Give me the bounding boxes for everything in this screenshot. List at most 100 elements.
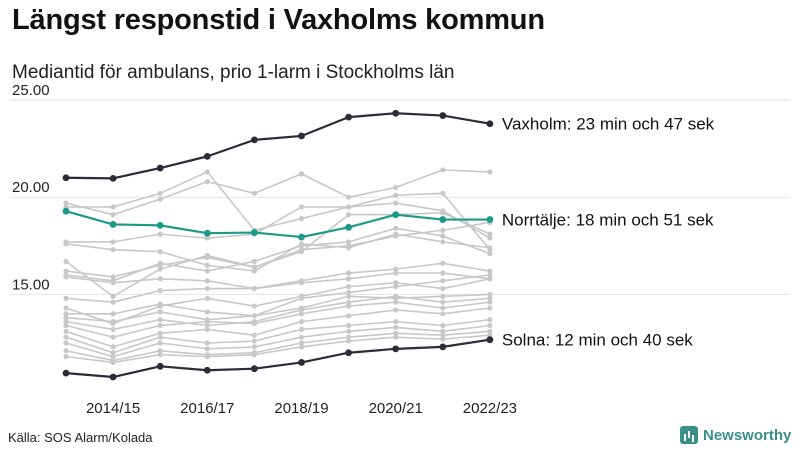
norrtalje-series-point [298,233,305,241]
solna-label: Solna: 12 min och 40 sek [502,331,693,350]
background-series [63,270,493,305]
background-series-point [204,285,210,292]
background-series-point [110,354,116,360]
background-series-point [204,169,210,175]
background-series-point [204,254,210,261]
background-series-point [393,299,399,305]
norrtalje-series-point [345,223,352,231]
background-series-point [110,239,116,245]
background-series-point [110,204,116,210]
x-tick-label: 2014/15 [86,400,140,417]
background-series-point [487,332,493,338]
background-series-point [63,258,69,264]
brand-logo: Newsworthy [680,426,791,444]
y-axis: 15.00 20.00 25.00 [12,82,50,293]
background-series-point [157,287,163,294]
background-series-point [157,260,163,266]
vaxholm-label: Vaxholm: 23 min och 47 sek [502,115,715,134]
background-series-point [110,299,116,305]
background-series [63,305,493,350]
background-series-point [110,293,116,299]
background-series-point [440,299,446,305]
background-series-point [251,264,257,270]
background-series-point [487,322,493,329]
background-series-point [298,243,305,249]
background-series-point [204,268,210,274]
background-series-point [251,332,257,338]
background-series-point [487,299,493,305]
background-series-point [110,247,116,253]
solna-series-point [345,349,352,357]
background-series-line [66,274,490,317]
background-series [63,332,493,366]
background-series-point [440,227,446,233]
background-series [63,167,493,366]
y-tick-label: 20.00 [12,179,50,196]
background-series-point [298,340,305,346]
background-series-point [487,317,493,323]
background-series-point [346,270,352,276]
background-series-point [298,307,305,313]
background-series-point [440,336,446,342]
background-series-point [393,184,399,191]
background-series-point [346,284,352,290]
background-series-point [393,225,399,231]
background-series-point [251,313,257,319]
norrtalje-series-point [251,229,258,236]
background-series-point [440,278,446,284]
background-series-line [65,324,490,358]
vaxholm-series-point [156,164,164,172]
chart-subtitle: Mediantid för ambulans, prio 1-larm i St… [12,62,455,83]
solna-series-line [65,338,491,379]
norrtalje-label: Norrtälje: 18 min och 51 sek [502,211,714,230]
background-series-point [393,307,399,313]
background-series-point [487,305,493,311]
background-series-point [204,319,210,325]
norrtalje-series-point [156,221,164,229]
background-series-point [204,354,210,360]
vaxholm-series-line [65,112,491,180]
brand-name: Newsworthy [703,426,792,444]
background-series-point [157,348,163,354]
background-series-point [63,268,69,274]
background-series [63,299,493,340]
background-series-line [65,318,490,354]
background-series-point [157,196,163,202]
background-series-point [346,289,352,296]
background-series-line [65,169,490,216]
background-series-point [63,340,69,346]
background-series-line [65,272,490,303]
background-series-point [487,295,493,301]
background-series-point [110,274,116,280]
background-series-point [157,334,163,340]
background-series-point [393,284,399,290]
background-series-point [393,319,399,325]
background-series-point [346,328,352,334]
background-series-point [487,272,493,278]
background-series-point [251,320,257,327]
x-tick-label: 2018/19 [274,400,328,417]
norrtalje-series-point [486,216,494,223]
background-series-point [346,276,352,282]
background-series-point [346,334,352,340]
background-series-point [440,285,446,292]
background-series-point [487,328,493,334]
vaxholm-series-point [62,174,70,182]
background-series-point [346,313,352,319]
background-series-line [65,295,490,331]
vaxholm-series-point [109,174,117,182]
norrtalje-series [62,207,494,241]
highlighted-series [62,109,494,381]
background-series [63,231,493,274]
background-series-point [393,324,399,331]
background-series-point [157,309,163,315]
background-series-point [298,204,305,210]
norrtalje-series-line [65,210,490,239]
background-series-point [110,280,116,286]
background-series-point [440,260,446,266]
background-series-point [393,233,399,239]
chart-title: Längst responstid i Vaxholms kommun [12,4,545,36]
norrtalje-series-point [392,211,400,219]
background-series-point [298,326,305,332]
background-series-point [63,348,69,354]
